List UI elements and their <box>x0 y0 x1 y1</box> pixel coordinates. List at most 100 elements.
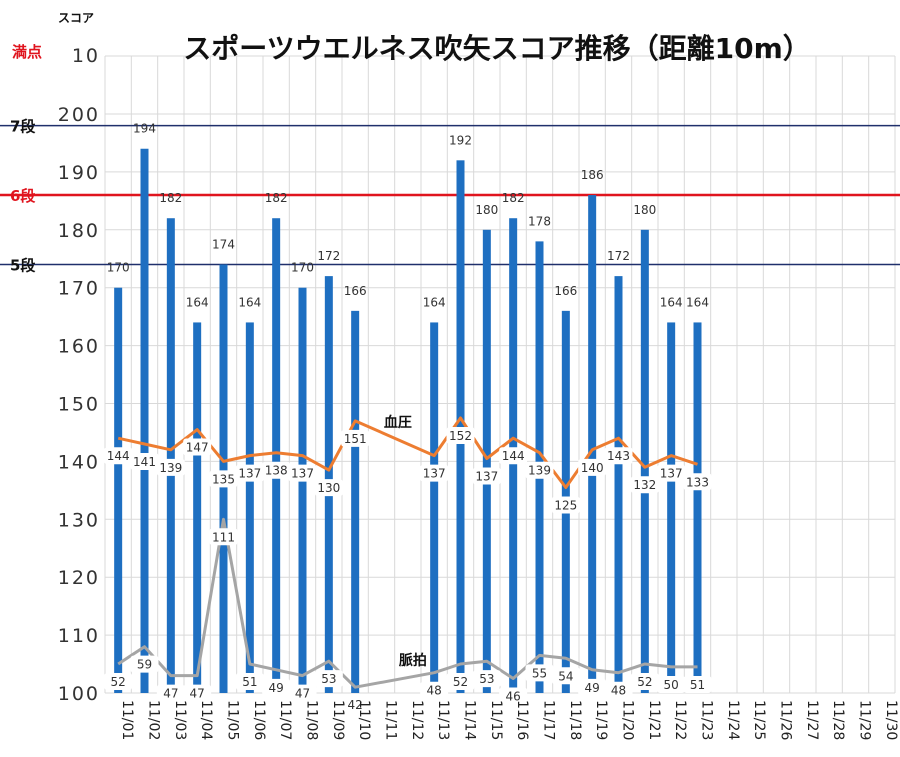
y-tick-label: 190 <box>58 162 100 184</box>
point-label-bg <box>683 675 712 693</box>
pulse-series-label: 脈拍 <box>399 652 427 669</box>
point-label-bg <box>525 664 554 682</box>
bar-value-label: 164 <box>186 295 209 309</box>
bar <box>693 322 702 693</box>
y-tick-label: 150 <box>58 394 100 416</box>
point-label-bg <box>104 673 133 691</box>
bar <box>351 310 360 693</box>
point-label-bg <box>183 684 212 702</box>
bar <box>298 287 307 693</box>
bar <box>667 322 676 693</box>
x-tick-label: 11/25 <box>751 700 767 740</box>
x-tick-label: 11/24 <box>725 700 741 740</box>
y-tick-label: 200 <box>58 104 100 126</box>
x-tick-label: 11/05 <box>225 700 241 740</box>
point-value-label: 137 <box>238 467 261 481</box>
bar <box>482 229 491 694</box>
bar <box>430 322 439 693</box>
reference-lines <box>0 124 900 266</box>
point-value-label: 49 <box>269 681 284 695</box>
point-label-bg <box>209 528 238 546</box>
point-label-bg <box>288 684 317 702</box>
bar <box>140 148 149 694</box>
point-value-label: 59 <box>137 658 152 672</box>
bar-value-label: 186 <box>581 168 604 182</box>
point-label-bg <box>235 673 264 691</box>
bar-value-label: 170 <box>107 261 130 275</box>
point-value-label: 137 <box>291 467 314 481</box>
point-value-label: 47 <box>190 687 205 701</box>
point-value-label: 53 <box>321 672 336 686</box>
point-label-bg <box>551 496 580 514</box>
point-label-bg <box>525 461 554 479</box>
point-label-bg <box>341 429 370 447</box>
y-tick-label: 110 <box>58 625 100 647</box>
point-label-bg <box>578 458 607 476</box>
bar-value-label: 192 <box>449 133 472 147</box>
point-value-label: 152 <box>449 429 472 443</box>
x-tick-label: 11/01 <box>119 700 135 740</box>
point-value-label: 111 <box>212 530 235 544</box>
point-label-bg <box>683 473 712 491</box>
point-label-bg <box>499 447 528 465</box>
x-tick-label: 11/11 <box>383 700 399 740</box>
x-tick-label: 11/18 <box>567 700 583 740</box>
x-tick-label: 11/08 <box>304 700 320 740</box>
point-label-bg <box>314 670 343 688</box>
x-tick-label: 11/13 <box>435 700 451 740</box>
bar <box>245 322 254 693</box>
point-value-label: 125 <box>554 498 577 512</box>
bar <box>272 218 281 693</box>
y-tick-label: 130 <box>58 509 100 531</box>
point-value-label: 46 <box>506 690 521 704</box>
x-tick-label: 11/21 <box>646 700 662 740</box>
point-value-label: 141 <box>133 455 156 469</box>
y-axis-title: スコア <box>58 11 94 25</box>
point-value-label: 151 <box>344 432 367 446</box>
point-value-label: 137 <box>475 470 498 484</box>
pulse-line <box>117 517 698 689</box>
point-value-label: 147 <box>186 441 209 455</box>
point-label-bg <box>235 464 264 482</box>
x-tick-label: 11/28 <box>830 700 846 740</box>
point-value-label: 137 <box>660 467 683 481</box>
point-value-label: 48 <box>611 684 626 698</box>
point-value-label: 49 <box>585 681 600 695</box>
y-tick-label: 100 <box>58 683 100 705</box>
point-value-label: 53 <box>479 672 494 686</box>
point-label-bg <box>104 447 133 465</box>
bar-value-label: 180 <box>633 203 656 217</box>
bar <box>193 322 202 693</box>
bar-value-label: 178 <box>528 214 551 228</box>
bar <box>588 195 597 693</box>
point-value-label: 144 <box>502 449 525 463</box>
bar-value-label: 164 <box>686 295 709 309</box>
bar-value-label: 182 <box>159 191 182 205</box>
point-label-bg <box>262 678 291 696</box>
x-tick-label: 11/12 <box>409 700 425 740</box>
blood-pressure-series-label: 血圧 <box>384 414 412 431</box>
bar-value-label: 164 <box>238 295 261 309</box>
point-value-label: 55 <box>532 666 547 680</box>
bar <box>114 287 123 693</box>
point-label-bg <box>156 684 185 702</box>
point-value-label: 139 <box>528 464 551 478</box>
point-label-bg <box>130 655 159 673</box>
point-value-label: 130 <box>317 481 340 495</box>
point-value-label: 135 <box>212 472 235 486</box>
reference-line-label: 5段 <box>10 257 35 275</box>
x-tick-label: 11/23 <box>699 700 715 740</box>
x-tick-label: 11/16 <box>514 700 530 740</box>
y-tick-label: 140 <box>58 451 100 473</box>
point-value-label: 47 <box>163 687 178 701</box>
x-tick-label: 11/14 <box>462 700 478 740</box>
point-label-bg <box>183 438 212 456</box>
point-value-label: 137 <box>423 467 446 481</box>
point-label-bg <box>156 458 185 476</box>
x-tick-label: 11/19 <box>593 700 609 740</box>
bar <box>456 160 465 693</box>
bar-value-label: 164 <box>660 295 683 309</box>
x-tick-label: 11/30 <box>883 700 899 740</box>
bar <box>640 229 649 694</box>
